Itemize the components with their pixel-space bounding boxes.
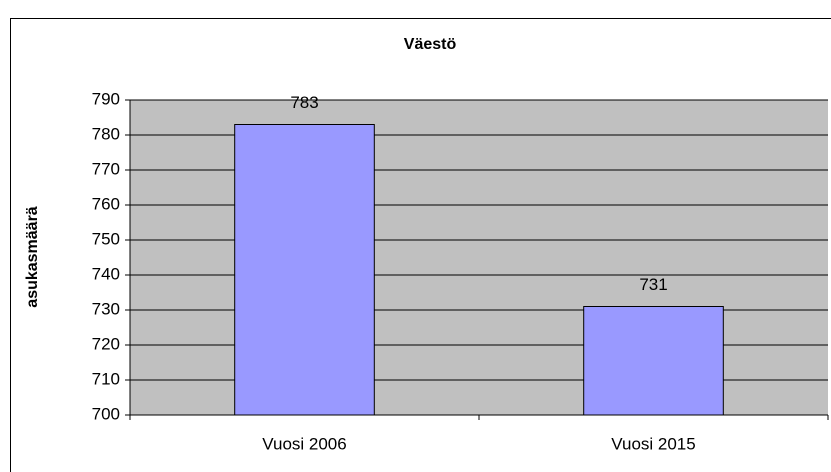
chart-title: Väestö [404,36,457,53]
y-tick-label: 750 [92,229,120,248]
value-label: 731 [639,275,667,294]
bar [583,306,724,416]
y-tick-label: 770 [92,159,120,178]
y-tick-label: 710 [92,369,120,388]
y-tick-label: 780 [92,124,120,143]
x-tick-label: Vuosi 2006 [262,434,346,453]
bar [234,124,375,416]
x-tick-label: Vuosi 2015 [611,434,695,453]
y-tick-label: 760 [92,194,120,213]
y-tick-label: 720 [92,334,120,353]
y-axis-label: asukasmäärä [24,206,41,308]
y-tick-label: 740 [92,264,120,283]
y-tick-label: 700 [92,404,120,423]
y-tick-label: 730 [92,299,120,318]
value-label: 783 [290,93,318,112]
y-tick-label: 790 [92,89,120,108]
